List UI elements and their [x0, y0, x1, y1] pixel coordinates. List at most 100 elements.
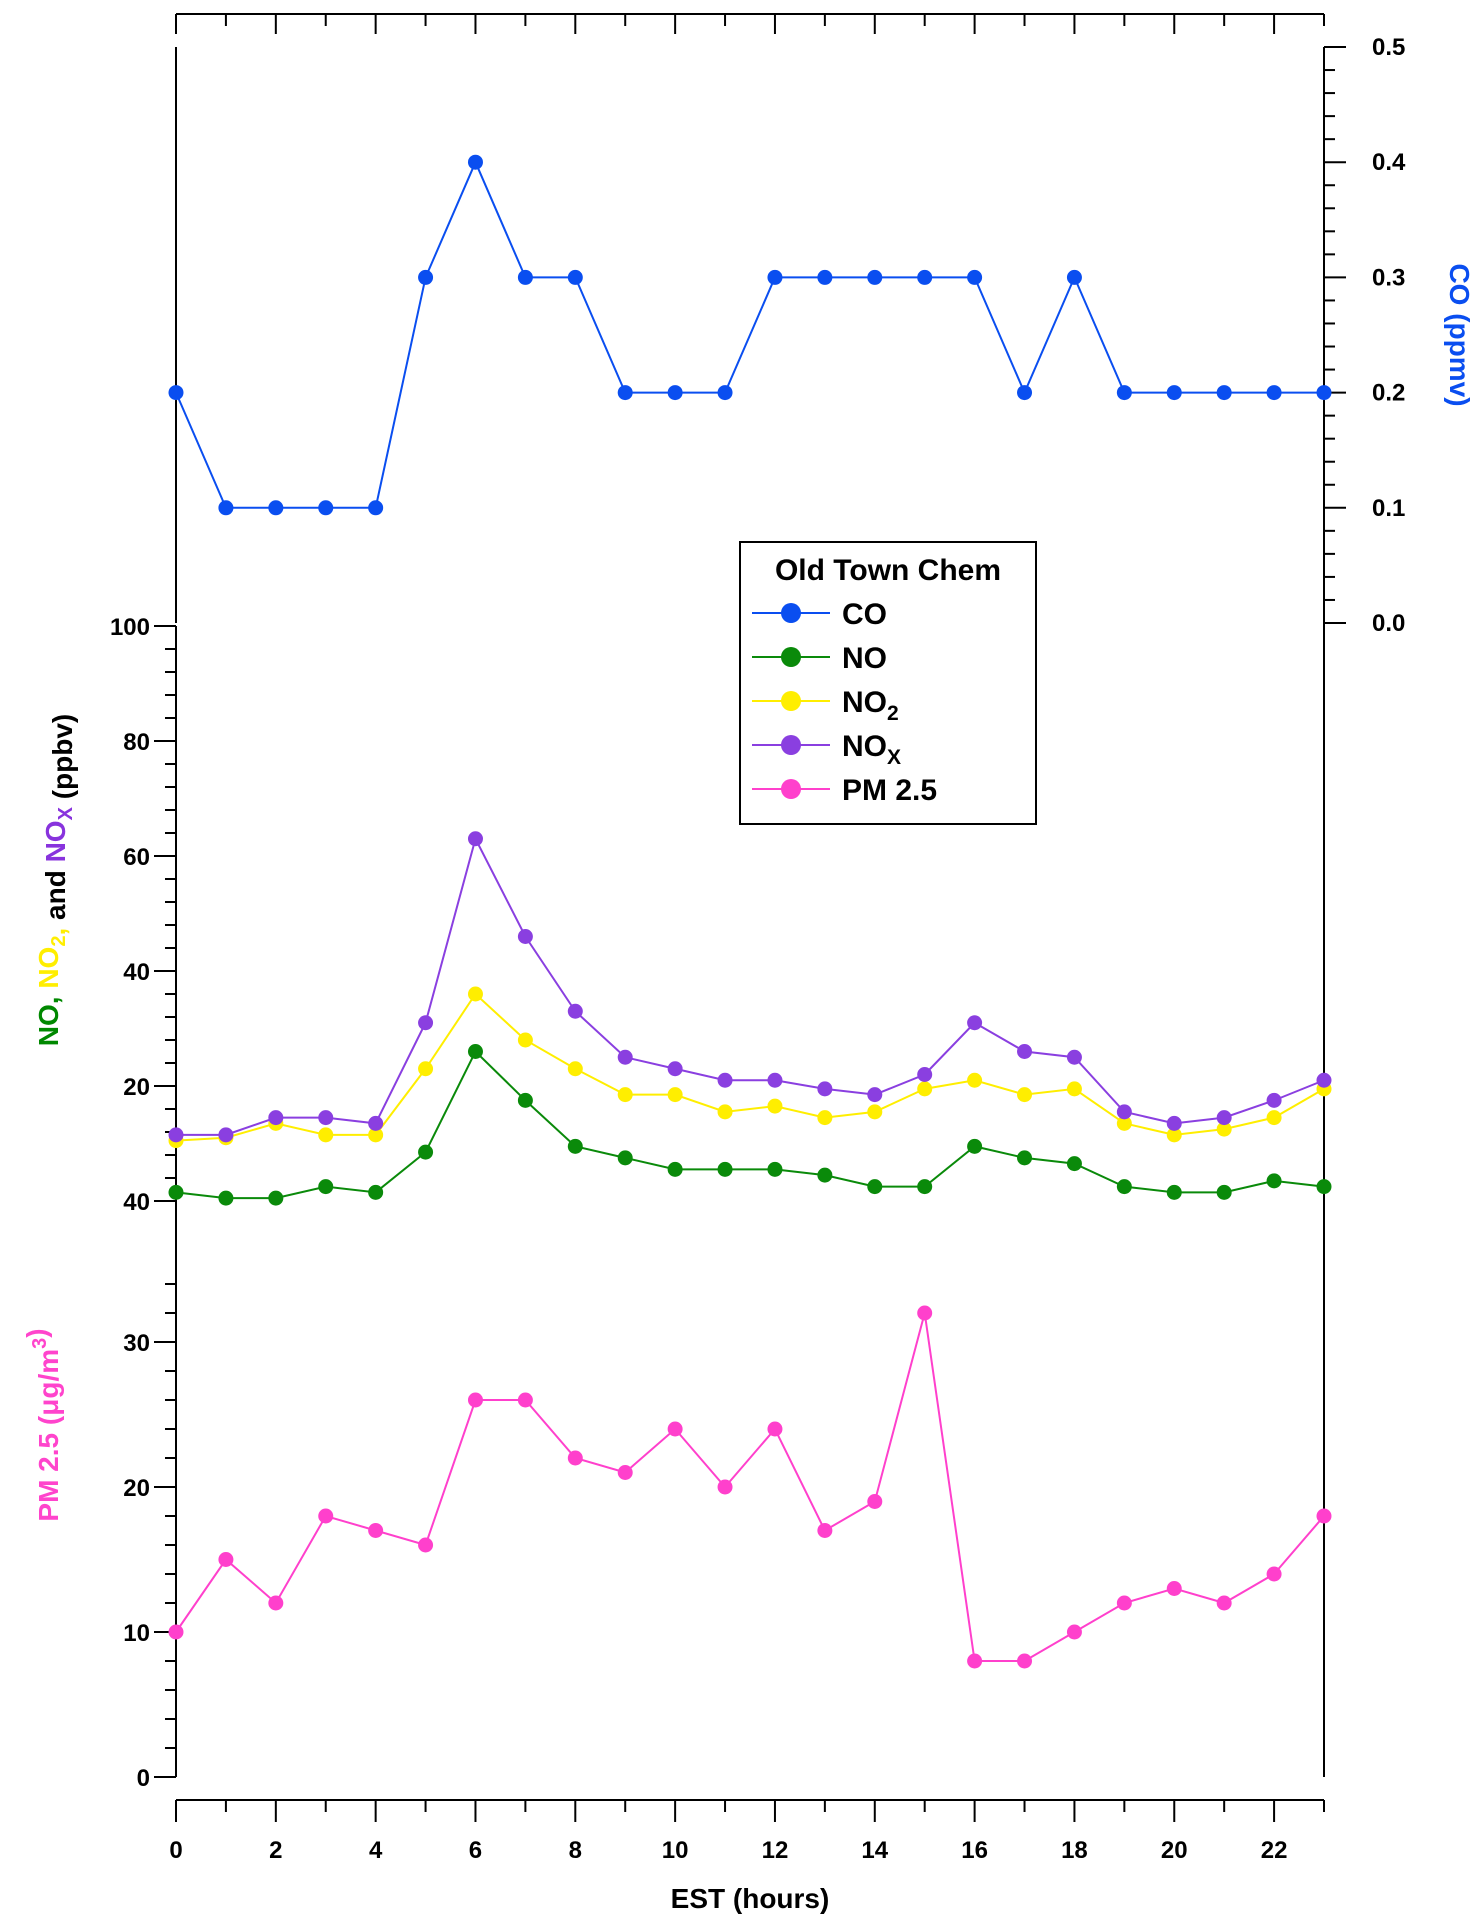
no-point — [368, 1184, 384, 1200]
nox-point — [1216, 1110, 1232, 1126]
no2-point — [517, 1032, 533, 1048]
co-point — [567, 269, 583, 285]
co-point — [1116, 385, 1132, 401]
pm25-point — [817, 1523, 833, 1538]
co-tick-label: 0.3 — [1372, 264, 1405, 291]
nox-point — [667, 1061, 683, 1077]
pm25-point — [1116, 1595, 1132, 1611]
pm25-point — [517, 1392, 533, 1408]
legend-swatch-marker — [781, 779, 801, 799]
no2-point — [867, 1104, 883, 1120]
no-point — [1216, 1184, 1232, 1200]
no-point — [1116, 1179, 1132, 1195]
co-point — [1017, 385, 1033, 401]
no-point — [1066, 1156, 1082, 1172]
co-point — [917, 269, 933, 285]
nox-point — [268, 1110, 284, 1126]
co-point — [1266, 385, 1282, 401]
nox-point — [318, 1110, 334, 1126]
pm25-point — [1216, 1595, 1232, 1611]
co-point — [1216, 385, 1232, 401]
no2-point — [1216, 1121, 1232, 1137]
no-point — [168, 1184, 184, 1200]
no2-point — [967, 1072, 983, 1088]
nox-point — [567, 1003, 583, 1019]
pm25-point — [617, 1465, 633, 1480]
nox-tick-label: 20 — [123, 1074, 150, 1101]
no-point — [817, 1167, 833, 1183]
pm25-point — [218, 1552, 234, 1567]
x-axis-title: EST (hours) — [671, 1883, 830, 1914]
pm25-point — [418, 1537, 434, 1553]
no2-point — [1066, 1081, 1082, 1097]
no-point — [318, 1179, 334, 1195]
series-layer — [168, 154, 1332, 1669]
legend-label-pm25: PM 2.5 — [842, 774, 937, 807]
co-point — [867, 269, 883, 285]
co-tick-label: 0.0 — [1372, 610, 1405, 637]
legend-label-no: NO — [842, 642, 887, 675]
nox-point — [867, 1087, 883, 1103]
co-tick-label: 0.2 — [1372, 380, 1405, 407]
co-point — [717, 385, 733, 401]
no2-point — [917, 1081, 933, 1097]
co-point — [268, 500, 284, 516]
nox-point — [1316, 1072, 1332, 1088]
nox-point — [517, 929, 533, 944]
legend-swatch-marker — [781, 735, 801, 755]
legend-label-co: CO — [842, 598, 887, 631]
nox-axis-title: NO, NO2, and NOX (ppbv) — [33, 714, 78, 1046]
co-point — [368, 500, 384, 516]
no2-point — [467, 986, 483, 1002]
no2-point — [817, 1110, 833, 1126]
co-tick-label: 0.1 — [1372, 495, 1405, 522]
pm25-point — [168, 1624, 184, 1640]
no2-point — [1266, 1110, 1282, 1126]
pm25-point — [917, 1305, 933, 1321]
x-tick-label: 8 — [569, 1837, 582, 1864]
nox-tick-label: 40 — [123, 1189, 150, 1216]
legend-label-nox: NOX — [842, 730, 901, 769]
no2-point — [418, 1061, 434, 1077]
pm25-point — [368, 1523, 384, 1538]
co-point — [817, 269, 833, 285]
legend-title: Old Town Chem — [775, 554, 1001, 587]
no-point — [1166, 1184, 1182, 1200]
x-tick-label: 0 — [169, 1837, 182, 1864]
no-point — [917, 1179, 933, 1195]
pm25-point — [268, 1595, 284, 1611]
nox-point — [817, 1081, 833, 1097]
nox-point — [1166, 1115, 1182, 1131]
no-point — [867, 1179, 883, 1195]
no2-point — [767, 1098, 783, 1114]
no-point — [1266, 1173, 1282, 1189]
pm-tick-label: 10 — [123, 1620, 150, 1647]
pm25-point — [1266, 1566, 1282, 1582]
co-point — [967, 269, 983, 285]
no-point — [967, 1138, 983, 1154]
co-point — [418, 269, 434, 285]
pm-tick-label: 30 — [123, 1330, 150, 1357]
no2-point — [617, 1087, 633, 1103]
nox-point — [418, 1015, 434, 1031]
no2-point — [667, 1087, 683, 1103]
pm-tick-label: 20 — [123, 1475, 150, 1502]
nox-tick-label: 100 — [110, 614, 150, 641]
nox-line — [176, 835, 1325, 1136]
x-tick-label: 4 — [369, 1837, 383, 1864]
no2-point — [1116, 1115, 1132, 1131]
no2-point — [1017, 1087, 1033, 1103]
pm25-line — [175, 1312, 1325, 1662]
axes-layer: 0 2 4 6 8 10 12 14 16 18 20 22 0.0 0.1 0.2 0.3 0.4 0.5 40 2… — [110, 13, 1406, 1864]
x-tick-label: 6 — [469, 1837, 482, 1864]
pm25-point — [767, 1421, 783, 1437]
nox-point — [467, 831, 483, 847]
nox-point — [717, 1072, 733, 1088]
nox-tick-label: 60 — [123, 844, 150, 871]
pm25-point — [1066, 1624, 1082, 1640]
co-axis-title: CO (ppmv) — [1444, 263, 1475, 406]
no2-point — [567, 1061, 583, 1077]
co-point — [218, 500, 234, 516]
legend-swatch-marker — [781, 603, 801, 623]
